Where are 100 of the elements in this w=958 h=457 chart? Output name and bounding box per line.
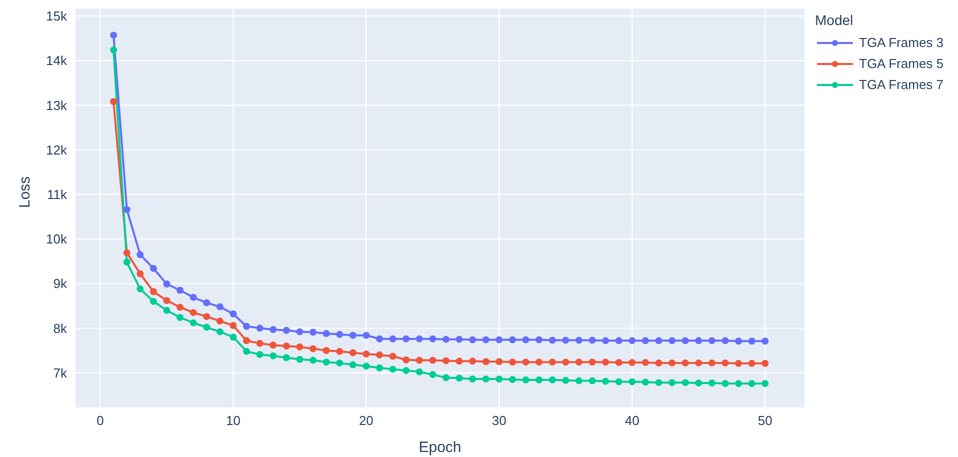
point: [482, 358, 490, 366]
point: [655, 379, 662, 386]
point: [176, 286, 184, 294]
point: [336, 359, 344, 366]
point: [416, 356, 423, 364]
legend-label: TGA Frames 3: [859, 35, 944, 50]
point: [416, 368, 423, 376]
point: [588, 377, 596, 384]
point: [389, 352, 396, 360]
point: [270, 326, 277, 334]
point: [508, 336, 516, 344]
point: [482, 376, 490, 383]
y-tick-label: 8k: [53, 320, 68, 336]
y-axis-title: Loss: [16, 176, 34, 208]
point: [655, 359, 662, 366]
point: [216, 318, 224, 325]
point: [296, 356, 304, 363]
point: [496, 336, 503, 344]
point: [682, 359, 689, 366]
point: [203, 299, 210, 306]
x-tick-label: 50: [758, 413, 772, 428]
point: [695, 380, 702, 387]
y-tick-label: 7k: [53, 365, 68, 380]
point: [402, 356, 410, 364]
x-tick-label: 20: [358, 413, 374, 428]
point: [575, 336, 582, 344]
point: [695, 337, 702, 344]
point: [110, 46, 118, 54]
point: [310, 356, 317, 364]
point: [429, 371, 436, 378]
point: [429, 356, 436, 364]
point: [748, 360, 756, 367]
point: [362, 350, 370, 358]
y-tick-label: 14k: [46, 53, 68, 68]
point: [136, 251, 144, 258]
point: [536, 376, 543, 384]
point: [735, 360, 742, 367]
point: [416, 335, 423, 342]
point: [349, 332, 356, 339]
point: [203, 324, 210, 331]
point: [376, 351, 383, 358]
point: [548, 358, 556, 366]
point: [110, 32, 118, 39]
point: [336, 330, 344, 338]
y-tick-label: 10k: [46, 232, 68, 247]
point: [176, 314, 184, 321]
point: [110, 98, 118, 106]
point: [282, 326, 290, 334]
point: [562, 358, 570, 366]
point: [615, 378, 622, 386]
point: [376, 364, 383, 372]
point: [442, 357, 450, 364]
point: [522, 358, 530, 366]
point: [123, 206, 130, 214]
y-tick-label: 12k: [46, 142, 68, 158]
point: [735, 338, 742, 345]
point: [456, 374, 463, 382]
point: [602, 378, 610, 385]
legend-label: TGA Frames 7: [859, 77, 944, 92]
point: [575, 377, 582, 384]
point: [722, 337, 729, 344]
point: [456, 358, 463, 365]
point: [508, 376, 516, 383]
point: [163, 306, 170, 314]
point: [482, 336, 490, 344]
legend-label: TGA Frames 5: [859, 56, 944, 71]
point: [456, 336, 463, 343]
point: [362, 362, 370, 370]
point: [310, 328, 317, 336]
point: [615, 337, 622, 344]
point: [469, 336, 476, 344]
point: [310, 345, 317, 352]
point: [682, 379, 689, 386]
point: [150, 298, 157, 305]
point: [548, 376, 556, 384]
point: [322, 358, 330, 366]
point: [256, 324, 264, 332]
point: [668, 379, 676, 386]
point: [735, 380, 742, 387]
point: [190, 319, 197, 326]
point: [429, 335, 436, 342]
point: [548, 336, 556, 344]
point: [708, 337, 716, 344]
point: [230, 334, 237, 341]
point: [602, 358, 610, 366]
point: [322, 346, 330, 354]
point: [270, 342, 277, 349]
x-tick-label: 10: [226, 413, 240, 428]
point: [349, 349, 356, 356]
point: [496, 376, 503, 383]
point: [230, 322, 237, 330]
point: [496, 358, 503, 366]
point: [256, 340, 264, 347]
point: [389, 335, 396, 342]
y-tick-label: 13k: [46, 98, 68, 113]
point: [668, 337, 676, 344]
point: [522, 376, 530, 384]
point: [349, 361, 356, 368]
point: [469, 376, 476, 383]
point: [762, 338, 769, 345]
